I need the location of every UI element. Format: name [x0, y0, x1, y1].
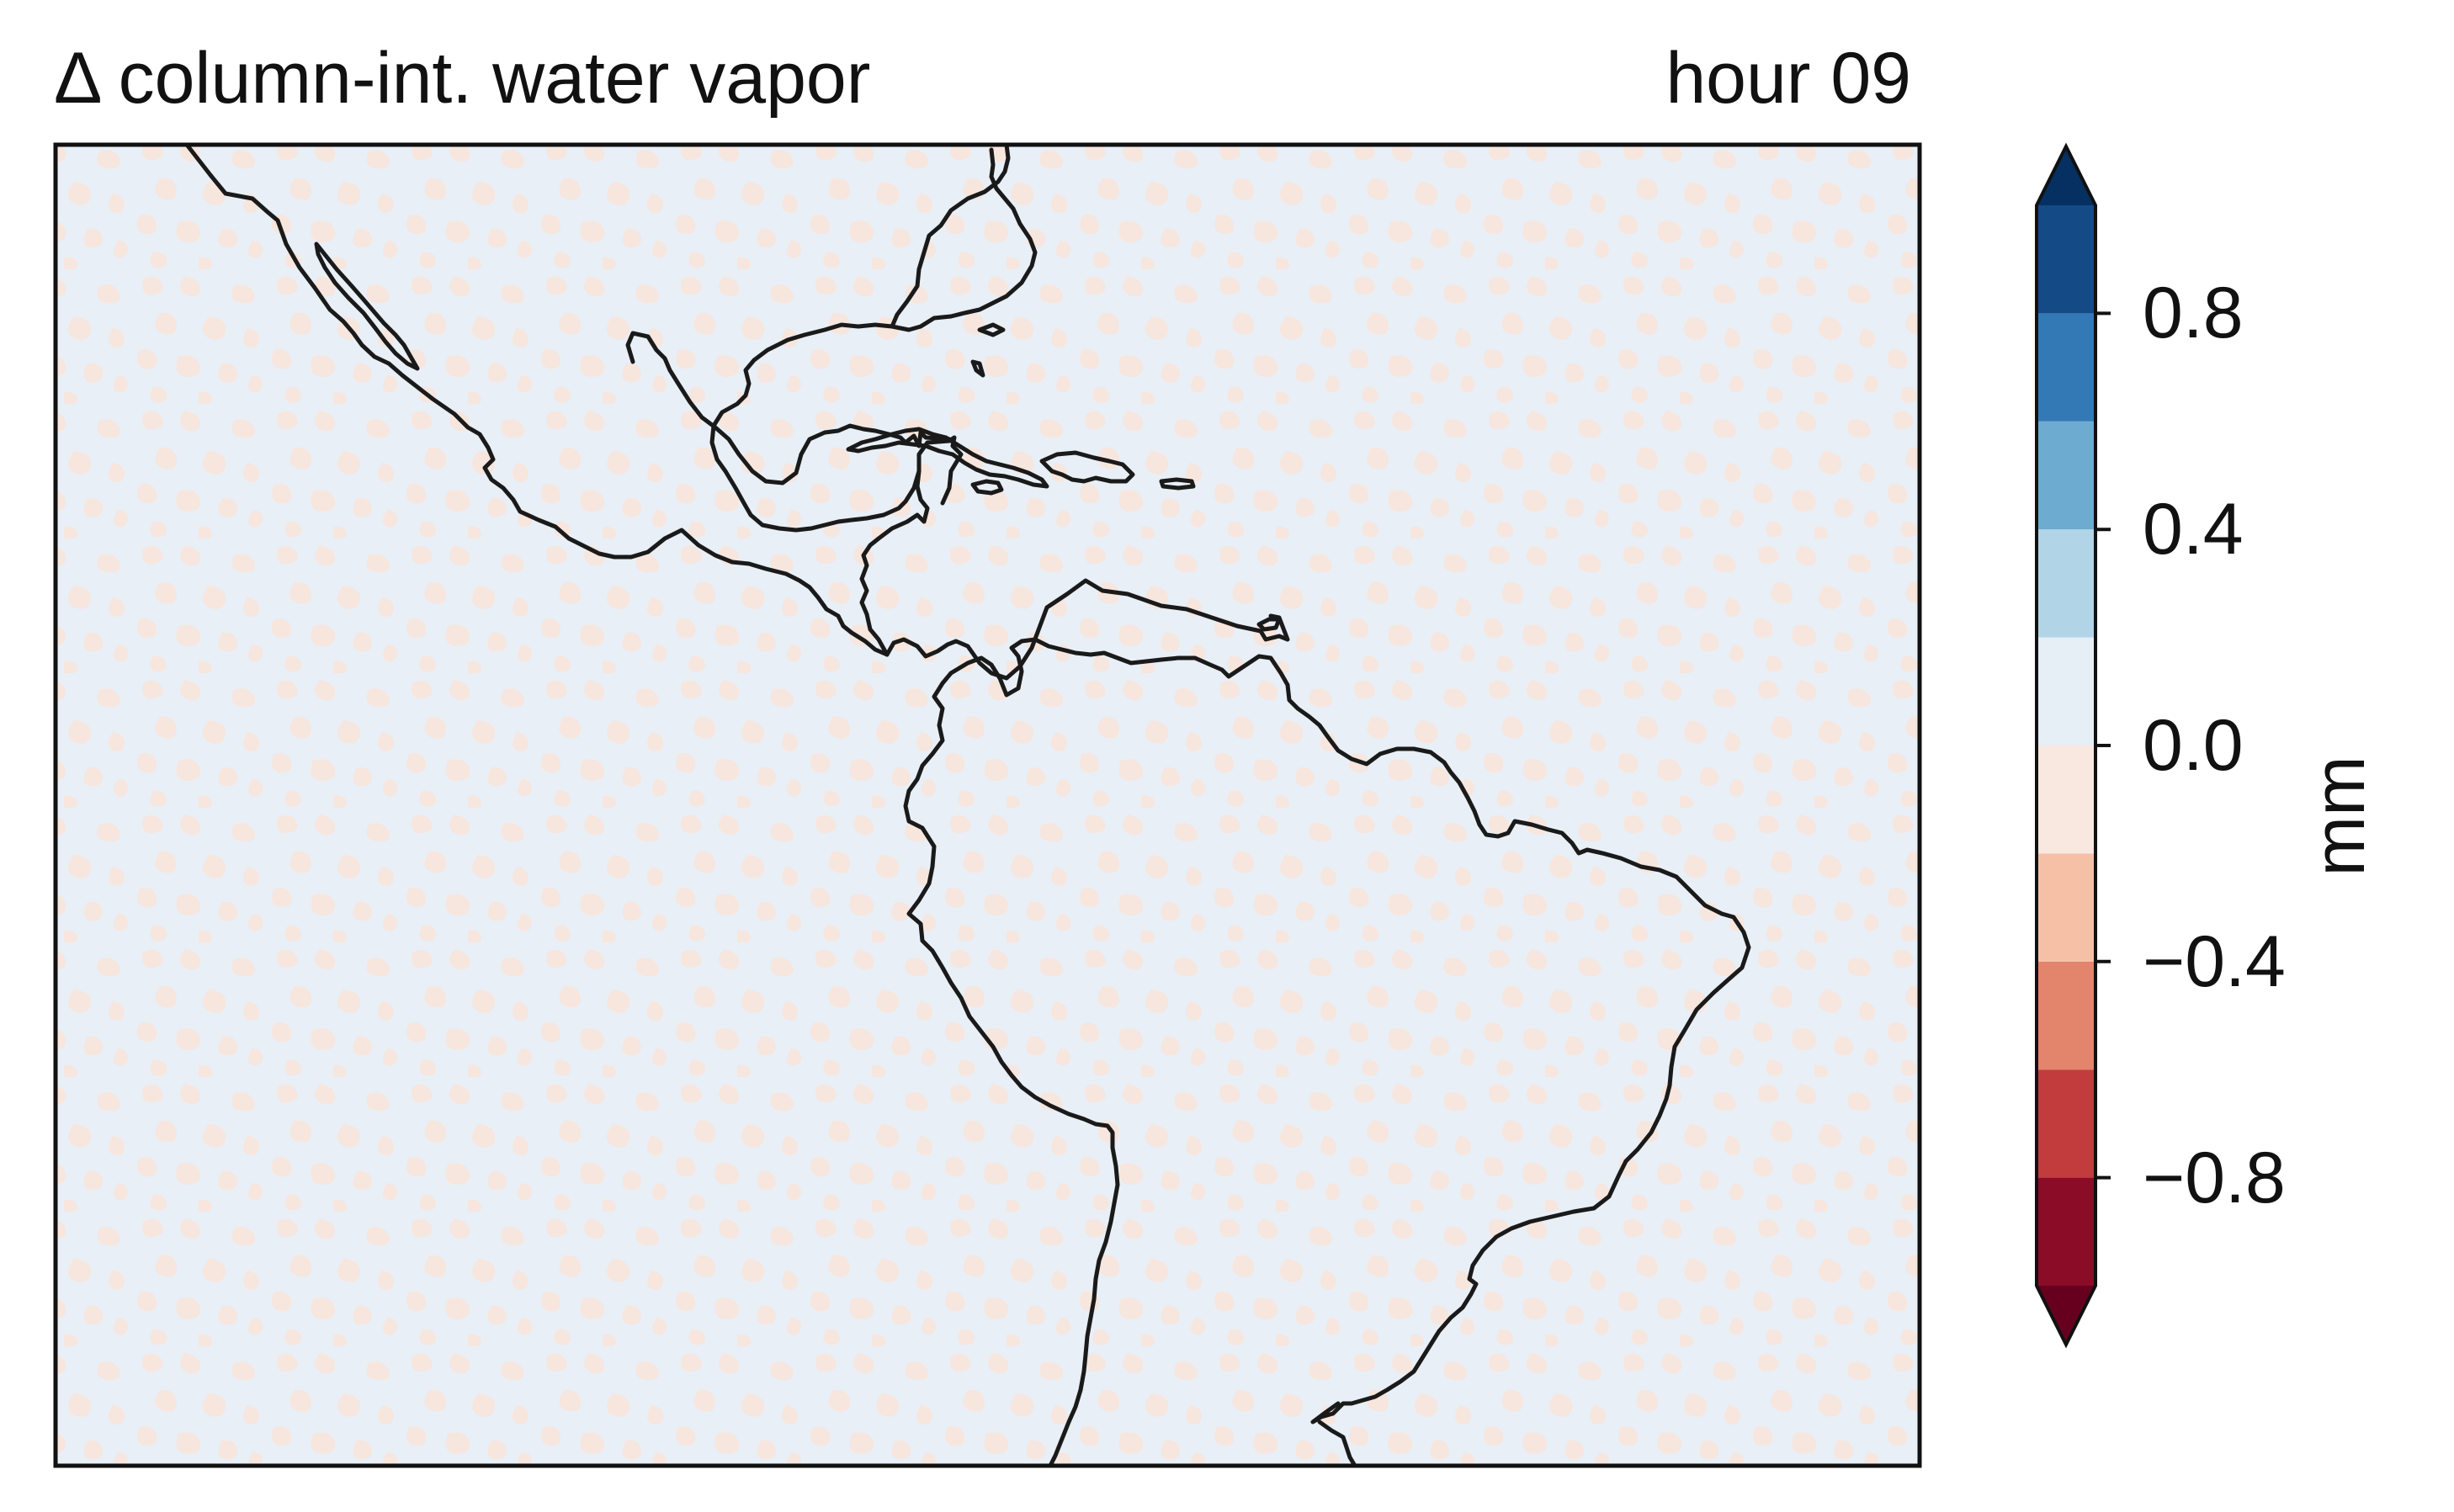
colorbar-extend-high: [2037, 146, 2095, 205]
coastline-trinidad: [1256, 617, 1282, 632]
colorbar-tick-label: 0.8: [2143, 273, 2244, 354]
coastline-puerto-rico: [1159, 477, 1196, 491]
colorbar-extend-low: [2037, 1286, 2095, 1345]
colorbar-segment: [2037, 961, 2095, 1070]
map-frame: [53, 142, 1922, 1468]
colorbar-tick-label: −0.4: [2143, 920, 2286, 1002]
coastline-cuba: [846, 427, 1049, 489]
coastline-jamaica: [970, 479, 1004, 496]
coastline-south-america-south: [1317, 1419, 1357, 1466]
colorbar-segment: [2037, 637, 2095, 745]
colorbar-segment: [2037, 745, 2095, 854]
colorbar-tick-label: 0.4: [2143, 489, 2244, 570]
coastline-bahamas: [970, 322, 1006, 378]
colorbar-segment: [2037, 529, 2095, 638]
coastline-hispaniola: [1039, 450, 1135, 484]
time-label: hour 09: [1665, 38, 1911, 119]
colorbar-label: mm: [2299, 756, 2380, 877]
coastline-south-america-west: [903, 671, 1120, 1466]
colorbar-segment: [2037, 313, 2095, 422]
colorbar: [2035, 142, 2111, 1349]
coastline-south-america-north: [948, 637, 1751, 1424]
colorbar-segment: [2037, 853, 2095, 962]
colorbar-segment: [2037, 1177, 2095, 1286]
map-title: Δ column-int. water vapor: [54, 38, 871, 119]
colorbar-tick-label: −0.8: [2143, 1137, 2286, 1218]
coastlines: [184, 145, 1751, 1466]
water-vapor-field: [56, 145, 1920, 1466]
colorbar-tick-label: 0.0: [2143, 705, 2244, 786]
colorbar-outline: [2035, 142, 2097, 1349]
colorbar-segment: [2037, 1069, 2095, 1178]
colorbar-segment: [2037, 421, 2095, 530]
coastline-north-central-america: [184, 145, 1290, 681]
coastline-florida: [890, 145, 1011, 329]
coastline-baja-california: [314, 241, 420, 371]
colorbar-segment: [2037, 205, 2095, 314]
